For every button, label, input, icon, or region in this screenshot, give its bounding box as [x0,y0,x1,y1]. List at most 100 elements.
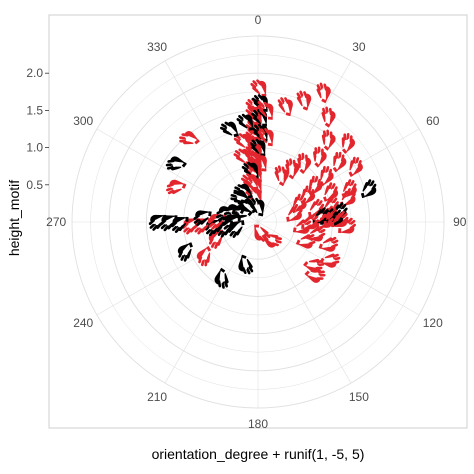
hand-icon-point [240,173,259,190]
hand-icon-point [165,156,187,171]
hand-wrist [348,171,354,177]
r-tick-label: 1.5 [26,103,43,117]
hand-icon [254,226,271,242]
hand-wrist [185,216,189,222]
hand-icon [258,127,274,144]
hand-icon [257,101,274,118]
hand-icon [233,148,251,163]
hand-wrist [288,174,295,180]
y-axis-title: height_motif [6,180,22,256]
hand-icon [208,213,224,230]
hand-wrist [241,254,247,259]
radius-tick-labels: 0.5 1.0 1.5 2.0 [26,66,49,192]
hand-icon [297,152,312,172]
x-axis-title: orientation_degree + runif(1, -5, 5) [152,446,365,462]
hand-icon [165,156,185,171]
hand-wrist [163,214,167,220]
theta-tick-label: 90 [453,215,467,229]
hand-icon [252,123,268,140]
hand-icon [322,253,341,268]
hand-wrist [247,210,253,217]
hand-icon-point [219,121,239,138]
hand-icon-point [338,217,357,234]
hand-icon [324,182,339,201]
hand-wrist [304,270,310,276]
hand-icon [303,213,320,230]
hand-wrist [181,183,187,189]
hand-wrist [267,116,273,120]
hand-wrist [241,220,245,226]
theta-tick-label: 210 [147,390,167,404]
hand-icon [208,230,223,249]
hand-icon [216,220,232,238]
hand-icon [321,236,339,252]
hand-icon [296,90,312,108]
hand-icon-point [238,254,254,275]
hand-wrist [323,196,328,202]
hand-wrist [303,261,309,267]
theta-tick-label: 180 [248,417,268,431]
hand-icon-point [231,204,253,219]
grid-spoke [257,221,420,316]
hand-wrist [301,224,305,229]
hand-icon-point [148,214,167,231]
hand-icon-point [296,90,312,111]
hand-icon [321,129,336,149]
hand-icon [277,97,293,114]
hand-icon [204,219,220,237]
hand-icon [248,197,265,214]
hand-wrist [302,106,309,111]
hand-icon [349,156,363,176]
theta-tick-label: 240 [73,316,93,330]
hand-wrist [247,194,253,199]
hand-wrist [207,218,211,223]
grid-spoke [257,221,352,384]
hand-wrist [360,192,365,199]
hand-wrist [342,148,348,154]
hand-wrist [314,162,320,168]
hand-wrist [323,221,327,226]
hand-wrist [292,227,297,233]
hand-icon [288,203,303,222]
hand-icon-point [257,101,274,120]
hand-wrist [324,122,331,128]
hand-wrist [258,212,264,217]
hand-wrist [299,168,306,174]
hand-icon-point [285,158,300,180]
hand-icon-point [297,152,312,174]
hand-icon-point [303,258,325,273]
hand-icon-point [251,153,267,172]
r-tick-label: 0.5 [26,178,43,192]
hand-icon [230,189,249,204]
hand-icon [341,132,356,152]
hand-icon [341,188,356,206]
hand-icon-point [304,269,326,283]
hand-icon [316,82,331,101]
hand-icon [333,151,347,171]
hand-icon [222,216,239,232]
r-tick-label: 1.0 [26,141,43,155]
hand-wrist [206,246,212,252]
hand-icon [308,175,323,195]
hand-icon [179,131,198,145]
hand-icon [320,165,334,185]
hand-icon-point [286,203,303,222]
hand-icon [214,270,229,289]
hand-icon [292,193,307,212]
hand-icon-point [236,113,254,131]
hand-wrist [233,133,239,138]
hand-wrist [208,211,212,217]
hand-icon [251,153,267,169]
hand-icon [274,165,289,184]
hand-wrist [338,228,342,234]
hand-icon-point [316,82,331,104]
hand-icon-point [319,165,334,187]
hand-icon [148,214,164,231]
hand-icon [251,94,268,110]
hand-icon-point [193,210,212,227]
theta-tick-label: 330 [147,40,167,54]
hand-wrist [254,224,259,228]
hand-wrist [286,216,290,222]
hand-wrist [332,166,338,173]
